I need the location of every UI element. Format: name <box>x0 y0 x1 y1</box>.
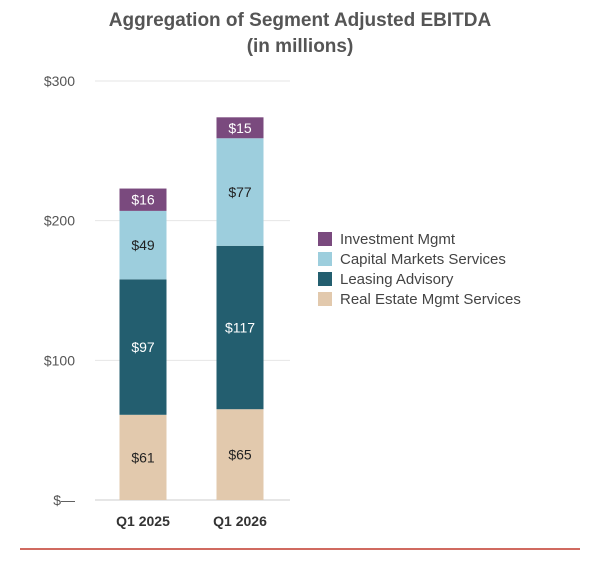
bar-segment <box>119 210 167 280</box>
legend-label: Capital Markets Services <box>340 251 506 268</box>
chart-subtitle: (in millions) <box>246 36 354 57</box>
bar-segment <box>216 138 264 246</box>
legend-swatch <box>318 292 332 306</box>
y-tick-label: $300 <box>44 73 75 89</box>
bar-segment <box>119 414 167 500</box>
data-label: $65 <box>228 447 252 463</box>
data-label: $49 <box>131 237 155 253</box>
data-label: $77 <box>228 184 252 200</box>
x-tick-label: Q1 2025 <box>116 513 170 529</box>
y-tick-label: $100 <box>44 352 75 368</box>
x-tick-label: Q1 2026 <box>213 513 267 529</box>
legend-label: Real Estate Mgmt Services <box>340 291 521 308</box>
y-tick-label: $200 <box>44 213 75 229</box>
data-label: $117 <box>225 320 255 336</box>
bar-segment <box>216 245 264 410</box>
legend-label: Investment Mgmt <box>340 231 456 248</box>
data-label: $15 <box>228 120 252 136</box>
bar-segment <box>119 188 167 211</box>
y-tick-label: $— <box>53 492 75 508</box>
legend-label: Leasing Advisory <box>340 271 454 288</box>
legend-swatch <box>318 232 332 246</box>
bar-segment <box>119 279 167 415</box>
data-label: $97 <box>131 339 155 355</box>
bar-segment <box>216 409 264 500</box>
bar-segment <box>216 117 264 139</box>
data-label: $16 <box>131 192 155 208</box>
legend-swatch <box>318 252 332 266</box>
legend-swatch <box>318 272 332 286</box>
chart-title: Aggregation of Segment Adjusted EBITDA <box>108 10 492 31</box>
data-label: $61 <box>131 449 155 465</box>
